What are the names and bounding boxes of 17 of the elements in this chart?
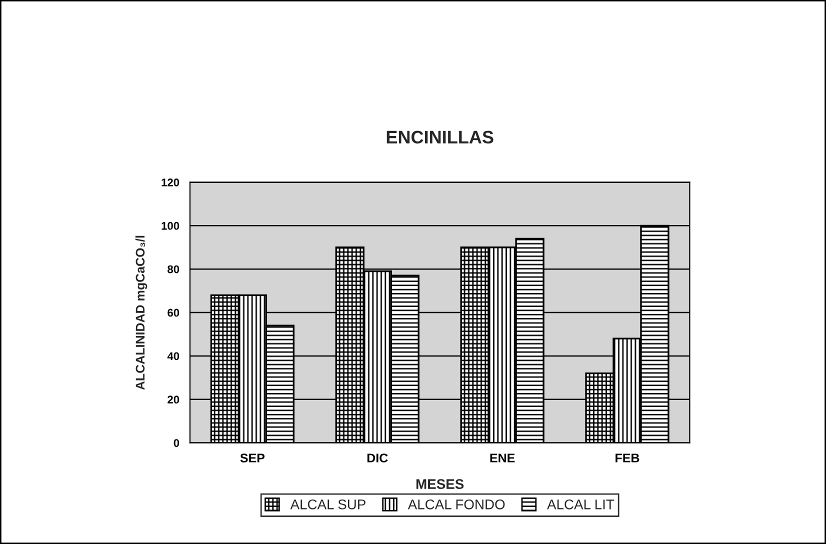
y-tick-label: 0: [174, 439, 180, 447]
x-axis-title: MESES: [416, 479, 464, 489]
y-tick-label: 80: [168, 265, 180, 274]
x-tick-label: DIC: [367, 454, 388, 462]
y-tick-label: 40: [167, 352, 180, 360]
legend-label: ALCAL FONDO: [408, 500, 505, 510]
x-tick-label: SEP: [240, 454, 265, 462]
y-axis-title: ALCALINIDAD mgCaCO₃/l: [135, 236, 148, 390]
y-tick-label: 60: [168, 308, 180, 317]
legend-label: ALCAL SUP: [290, 500, 366, 510]
y-tick-label: 20: [168, 396, 180, 404]
legend-label: ALCAL LIT: [547, 500, 614, 510]
x-tick-label: FEB: [616, 454, 640, 462]
x-tick-label: ENE: [490, 454, 515, 462]
chart-title: ENCINILLAS: [386, 130, 494, 144]
y-tick-label: 120: [162, 178, 180, 186]
y-tick-label: 100: [162, 222, 180, 230]
